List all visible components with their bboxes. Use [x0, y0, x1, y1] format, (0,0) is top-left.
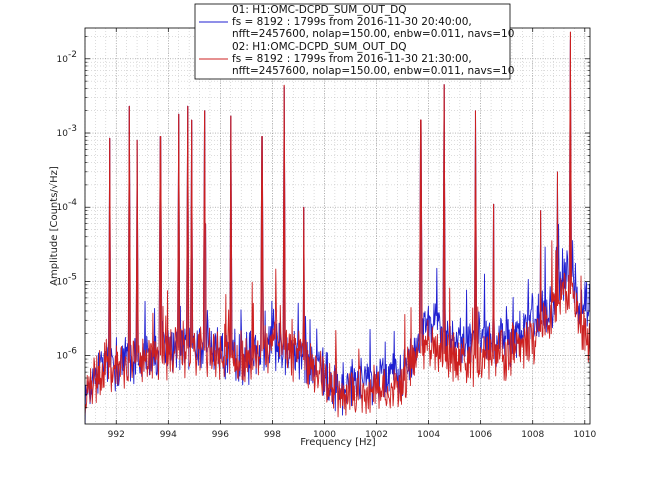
y-tick-exponent: -6: [68, 347, 77, 357]
y-tick-exponent: -2: [68, 50, 77, 60]
x-tick-label: 1004: [417, 430, 440, 440]
legend-series-2-line-3: nfft=2457600, nolap=150.00, enbw=0.011, …: [232, 65, 514, 77]
legend-series-1-line-1: 01: H1:OMC-DCPD_SUM_OUT_DQ: [232, 4, 407, 16]
x-tick-label: 1000: [313, 430, 336, 440]
x-tick-label: 996: [212, 430, 229, 440]
y-tick-label: 10: [57, 352, 69, 362]
x-tick-label: 1010: [573, 430, 596, 440]
legend-series-1-line-2: fs = 8192 : 1799s from 2016-11-30 20:40:…: [232, 16, 472, 28]
y-tick-labels: 10-610-510-410-310-2: [57, 50, 78, 362]
y-tick-exponent: -4: [68, 198, 77, 208]
y-tick-label: 10: [57, 129, 69, 139]
legend-series-1-line-3: nfft=2457600, nolap=150.00, enbw=0.011, …: [232, 28, 514, 40]
axis-ticks: [85, 28, 590, 424]
x-tick-label: 994: [160, 430, 177, 440]
y-tick-exponent: -5: [68, 272, 77, 282]
series-line-1: [85, 39, 590, 424]
x-axis-label: Frequency [Hz]: [300, 437, 376, 448]
series-layer: [85, 31, 590, 424]
x-tick-label: 998: [264, 430, 281, 440]
y-tick-label: 10: [57, 203, 69, 213]
legend-series-2-line-2: fs = 8192 : 1799s from 2016-11-30 21:30:…: [232, 53, 472, 65]
legend: 01: H1:OMC-DCPD_SUM_OUT_DQ fs = 8192 : 1…: [194, 3, 514, 80]
y-tick-label: 10: [57, 277, 69, 287]
legend-series-2-line-1: 02: H1:OMC-DCPD_SUM_OUT_DQ: [232, 41, 407, 53]
x-tick-label: 1002: [365, 430, 388, 440]
y-tick-exponent: -3: [68, 124, 77, 134]
y-tick-label: 10: [57, 55, 69, 65]
x-tick-label: 1006: [469, 430, 492, 440]
y-axis-label: Amplitude [Counts/√Hz]: [49, 166, 60, 286]
x-tick-label: 992: [108, 430, 125, 440]
legend-box: [194, 3, 511, 80]
series-line-2: [85, 31, 590, 418]
x-tick-labels: 992 994 996 998 1000 1002 1004 1006 1008 1010: [108, 430, 597, 440]
x-tick-label: 1008: [521, 430, 544, 440]
